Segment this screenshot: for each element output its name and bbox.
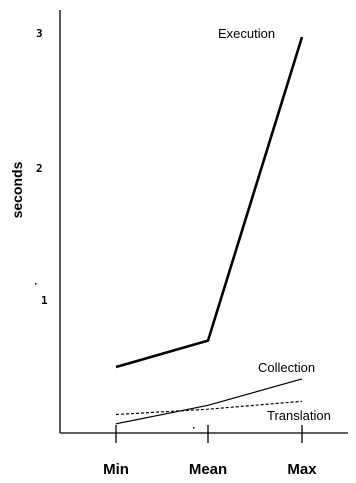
y-tick-label-2: 2 — [36, 162, 43, 175]
series-line-translation — [115, 400, 303, 416]
speck — [35, 283, 37, 285]
y-tick-label-1: 1 — [41, 294, 48, 307]
x-tick-label-mean: Mean — [189, 461, 227, 478]
series-label-execution: Execution — [218, 26, 275, 41]
speck — [193, 427, 195, 429]
series-line-collection — [115, 378, 303, 425]
y-tick-label-3: 3 — [36, 27, 43, 40]
series-line-execution — [115, 36, 304, 369]
x-tick-label-max: Max — [287, 461, 317, 478]
series-label-translation: Translation — [267, 408, 331, 423]
series-label-collection: Collection — [258, 360, 315, 375]
y-axis-label: seconds — [9, 161, 25, 218]
x-tick-label-min: Min — [103, 461, 129, 478]
